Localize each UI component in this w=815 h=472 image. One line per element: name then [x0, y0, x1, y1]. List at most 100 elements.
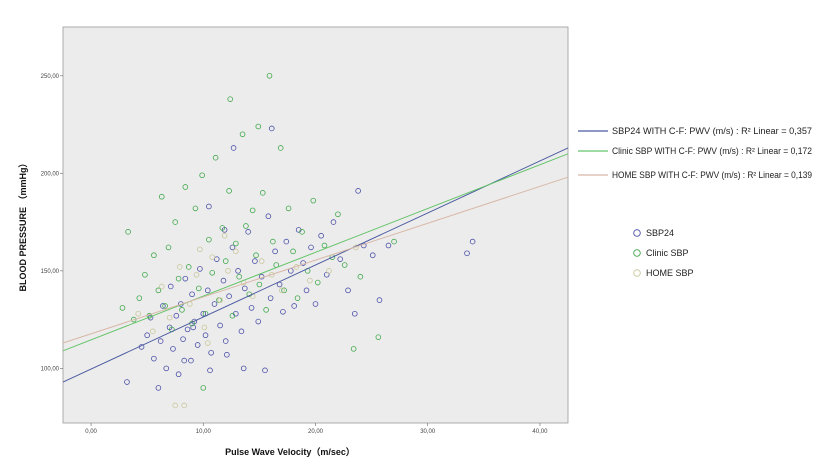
point-sbp24	[355, 188, 361, 194]
point-clinic-sbp	[335, 211, 341, 218]
y-tick-label: 200,00	[41, 171, 60, 177]
point-sbp24	[312, 301, 319, 307]
point-sbp24	[213, 256, 220, 262]
point-clinic-sbp	[227, 96, 234, 102]
y-tick-label: 100,00	[41, 366, 60, 372]
point-clinic-sbp	[277, 145, 284, 151]
y-tick-label: 150,00	[41, 269, 60, 275]
point-sbp24	[280, 309, 286, 315]
point-clinic-sbp	[281, 287, 287, 294]
point-sbp24	[160, 303, 166, 309]
point-home-sbp	[209, 254, 216, 260]
fit-line-legend: SBP24 WITH C-F: PWV (m/s) : R² Linear = …	[578, 126, 812, 180]
point-clinic-sbp	[200, 385, 207, 391]
point-home-sbp	[158, 283, 165, 290]
point-clinic-sbp	[255, 123, 262, 130]
point-sbp24	[220, 277, 227, 284]
y-tick-label: 250,00	[41, 74, 60, 80]
point-sbp24	[469, 238, 476, 245]
point-sbp24	[345, 287, 351, 294]
point-sbp24	[267, 295, 274, 301]
x-axis-ticks: 0,00 10,00 20,00 30,00 40,00	[85, 423, 548, 435]
point-sbp24	[245, 229, 251, 235]
point-sbp24	[229, 244, 236, 251]
point-clinic-sbp	[155, 287, 162, 294]
series-legend: SBP24 Clinic SBP HOME SBP	[633, 228, 694, 278]
point-clinic-sbp	[195, 285, 202, 292]
point-sbp24	[224, 351, 230, 358]
point-clinic-sbp	[130, 316, 137, 323]
point-sbp24	[124, 379, 130, 385]
point-clinic-sbp	[212, 154, 219, 161]
y-axis-ticks: 100,00 150,00 200,00 250,00	[41, 74, 63, 372]
point-home-sbp	[221, 232, 228, 239]
point-sbp24	[194, 342, 201, 348]
point-sbp24	[248, 305, 255, 311]
point-home-sbp	[326, 268, 332, 274]
point-sbp24	[184, 326, 191, 333]
point-sbp24	[235, 268, 241, 274]
point-sbp24	[226, 293, 232, 300]
point-clinic-sbp	[243, 223, 249, 229]
point-sbp24	[167, 283, 174, 290]
point-sbp24	[200, 310, 207, 317]
point-clinic-sbp	[375, 334, 382, 340]
point-clinic-sbp	[270, 238, 276, 245]
point-home-sbp	[258, 258, 265, 264]
point-clinic-sbp	[391, 238, 397, 245]
point-clinic-sbp	[285, 205, 292, 212]
point-sbp24	[188, 357, 194, 364]
point-sbp24	[217, 322, 223, 329]
point-home-sbp	[176, 264, 183, 270]
point-clinic-sbp	[209, 269, 216, 276]
fit-legend-label: SBP24 WITH C-F: PWV (m/s) : R² Linear = …	[612, 126, 812, 136]
point-home-sbp	[166, 314, 173, 321]
point-sbp24	[204, 287, 211, 294]
point-sbp24	[255, 318, 262, 325]
point-home-sbp	[279, 287, 285, 294]
point-clinic-sbp	[158, 193, 165, 200]
point-clinic-sbp	[259, 190, 266, 196]
point-clinic-sbp	[314, 279, 321, 286]
point-sbp24	[291, 303, 297, 309]
point-sbp24	[207, 367, 213, 374]
scatter-points	[119, 72, 476, 409]
point-sbp24	[155, 385, 162, 391]
series-legend-label: SBP24	[646, 228, 674, 238]
point-home-sbp	[193, 271, 200, 278]
point-sbp24	[240, 365, 247, 372]
point-sbp24	[283, 238, 290, 245]
point-sbp24	[163, 365, 170, 372]
series-legend-label: HOME SBP	[646, 268, 694, 278]
point-sbp24	[268, 125, 275, 132]
point-sbp24	[189, 291, 195, 298]
point-home-sbp	[201, 324, 208, 331]
point-sbp24	[144, 332, 150, 339]
point-sbp24	[385, 242, 392, 249]
point-sbp24	[272, 248, 278, 255]
fit-line-3	[62, 176, 569, 344]
point-sbp24	[318, 232, 324, 239]
point-sbp24	[230, 145, 237, 151]
point-sbp24	[262, 367, 268, 374]
point-clinic-sbp	[219, 225, 226, 231]
point-home-sbp	[149, 328, 156, 335]
point-clinic-sbp	[185, 264, 192, 270]
point-sbp24	[157, 338, 164, 344]
x-tick-label: 10,00	[196, 429, 212, 435]
point-clinic-sbp	[119, 305, 126, 311]
point-clinic-sbp	[341, 262, 348, 268]
point-clinic-sbp	[290, 248, 296, 255]
point-clinic-sbp	[236, 273, 242, 280]
x-tick-label: 40,00	[532, 429, 548, 435]
point-clinic-sbp	[136, 295, 143, 301]
x-tick-label: 20,00	[308, 429, 324, 435]
point-home-sbp	[135, 310, 141, 317]
point-sbp24	[303, 287, 310, 294]
point-sbp24	[351, 310, 358, 317]
series-legend-marker	[633, 269, 641, 277]
point-sbp24	[202, 332, 209, 339]
point-home-sbp	[233, 248, 239, 255]
point-clinic-sbp	[175, 275, 182, 282]
